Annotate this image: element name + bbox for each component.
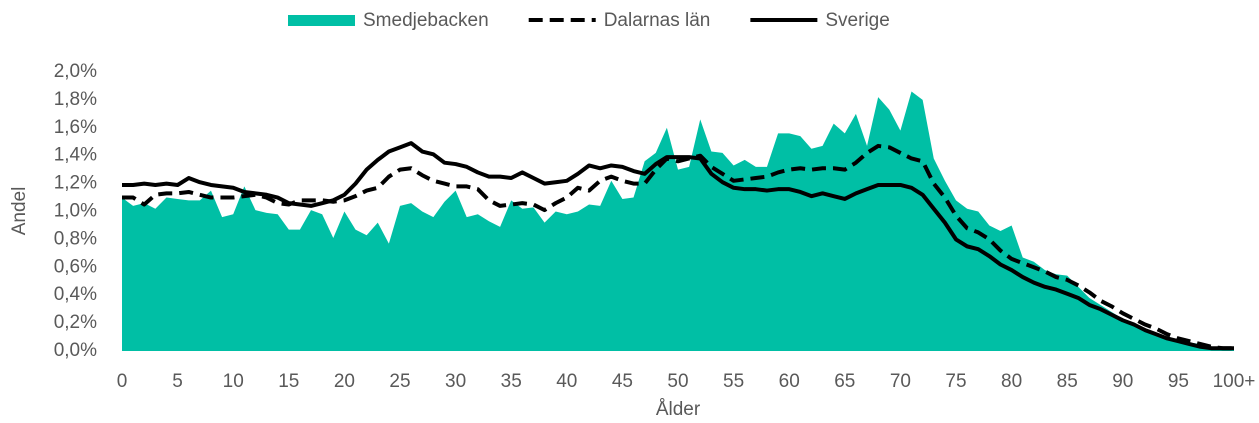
x-tick-label: 40 xyxy=(556,371,577,392)
x-tick-label: 5 xyxy=(172,371,183,392)
x-tick-label: 70 xyxy=(890,371,911,392)
x-tick-label: 95 xyxy=(1168,371,1189,392)
y-tick-label: 0,6% xyxy=(54,256,97,277)
x-tick-label: 25 xyxy=(389,371,410,392)
y-tick-label: 1,6% xyxy=(54,117,97,138)
legend-label: Smedjebacken xyxy=(363,10,489,31)
area xyxy=(122,91,1234,351)
x-tick-label: 0 xyxy=(117,371,128,392)
x-tick-label: 30 xyxy=(445,371,466,392)
y-tick-label: 0,2% xyxy=(54,312,97,333)
line xyxy=(122,143,1234,351)
x-tick-label: 60 xyxy=(779,371,800,392)
legend-label: Dalarnas län xyxy=(604,10,711,31)
legend-swatch xyxy=(288,15,355,26)
x-tick-label: 10 xyxy=(223,371,244,392)
x-tick-label: 85 xyxy=(1057,371,1078,392)
x-tick-label: 90 xyxy=(1112,371,1133,392)
x-tick-label: 45 xyxy=(612,371,633,392)
x-tick-label: 80 xyxy=(1001,371,1022,392)
y-tick-label: 0,0% xyxy=(54,340,97,361)
y-axis-label: Andel xyxy=(9,187,30,236)
line xyxy=(122,141,1234,351)
y-tick-label: 1,2% xyxy=(54,173,97,194)
x-tick-label: 35 xyxy=(501,371,522,392)
y-tick-label: 2,0% xyxy=(54,61,97,82)
legend-label: Sverige xyxy=(825,10,889,31)
x-tick-label: 65 xyxy=(834,371,855,392)
y-tick-label: 1,8% xyxy=(54,89,97,110)
x-tick-label: 100+ xyxy=(1213,371,1256,392)
x-tick-label: 20 xyxy=(334,371,355,392)
y-tick-label: 1,0% xyxy=(54,201,97,222)
y-tick-label: 0,4% xyxy=(54,284,97,305)
x-tick-label: 50 xyxy=(667,371,688,392)
x-axis-label: Ålder xyxy=(656,399,701,420)
x-tick-label: 75 xyxy=(945,371,966,392)
x-tick-label: 55 xyxy=(723,371,744,392)
x-tick-label: 15 xyxy=(278,371,299,392)
y-tick-label: 1,4% xyxy=(54,145,97,166)
y-tick-label: 0,8% xyxy=(54,228,97,249)
